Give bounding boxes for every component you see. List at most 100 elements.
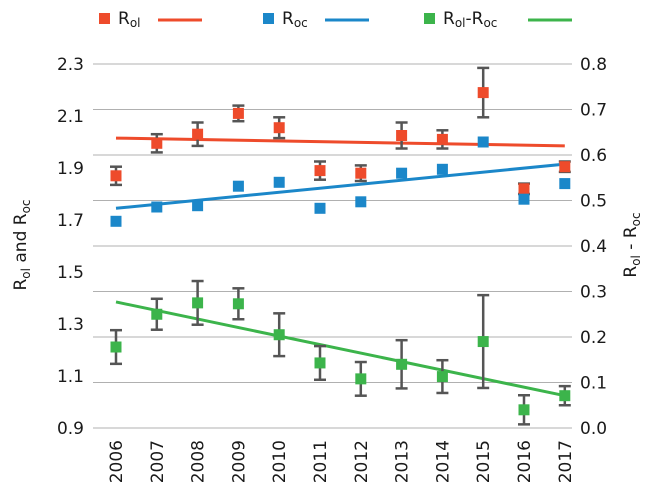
legend-item-diff: Rol-Roc	[424, 9, 572, 30]
x-tick-label: 2015	[474, 440, 494, 483]
left-tick-label: 2.3	[57, 55, 84, 75]
legend-item-roc: Roc	[263, 9, 369, 30]
marker-rol	[273, 122, 285, 134]
trendlines	[115, 136, 566, 398]
marker-diff	[232, 298, 244, 310]
marker-rol	[518, 183, 530, 195]
marker-rol	[314, 165, 326, 177]
x-tick-label: 2016	[515, 440, 535, 483]
marker-rol	[396, 130, 408, 141]
left-axis-title-sub-1: ol	[19, 268, 33, 279]
left-tick-label: 1.9	[57, 159, 84, 179]
marker-diff	[436, 371, 448, 383]
marker-diff	[273, 329, 285, 341]
legend-label-diff: Rol-Roc	[443, 9, 497, 30]
marker-rol	[477, 87, 489, 99]
legend-diff-sub-2: oc	[483, 16, 497, 30]
marker-rol	[355, 167, 367, 179]
marker-rol	[192, 128, 204, 140]
left-tick-label: 1.1	[57, 367, 84, 387]
x-tick-label: 2017	[556, 440, 576, 483]
right-tick-label: 0.7	[580, 101, 607, 121]
trendline-rol	[115, 136, 565, 148]
legend-marker-rol	[99, 13, 110, 24]
marker-diff	[559, 390, 571, 402]
marker-roc	[232, 180, 244, 192]
legend-roc-main: R	[282, 9, 294, 29]
marker-diff	[314, 357, 326, 369]
right-axis-title: Rol - Roc	[621, 212, 643, 277]
marker-roc	[110, 215, 122, 227]
marker-roc	[273, 176, 285, 188]
right-tick-label: 0.8	[580, 55, 607, 75]
right-axis-title-sub-2: oc	[629, 212, 643, 226]
data-markers	[110, 87, 571, 416]
left-axis-title-main-1: R	[11, 279, 31, 291]
left-tick-label: 1.3	[57, 315, 84, 335]
marker-rol	[151, 137, 163, 149]
x-axis-ticks: 2006 2007 2008 2009 2010 2011 2012 2013 2014 2015…	[107, 440, 576, 483]
marker-roc	[518, 193, 530, 205]
marker-rol	[436, 133, 448, 145]
trendline-roc	[115, 162, 565, 210]
marker-diff	[396, 358, 408, 370]
right-axis-title-main-1: R	[621, 266, 641, 278]
marker-roc	[559, 178, 571, 190]
x-tick-label: 2012	[352, 440, 372, 483]
right-axis-title-sub-1: ol	[629, 255, 643, 266]
legend-rol-main: R	[118, 9, 130, 29]
marker-rol	[559, 161, 571, 173]
legend-marker-diff	[424, 13, 435, 24]
marker-diff	[110, 341, 122, 353]
left-tick-label: 1.7	[57, 211, 84, 231]
left-axis-ticks: 0.9 1.1 1.3 1.5 1.7 1.9 2.1 2.3	[57, 55, 84, 439]
x-tick-label: 2014	[433, 440, 453, 483]
right-tick-label: 0.0	[580, 419, 607, 439]
right-tick-label: 0.5	[580, 192, 607, 212]
x-tick-label: 2013	[393, 440, 413, 483]
right-tick-label: 0.6	[580, 146, 607, 166]
right-tick-label: 0.1	[580, 374, 607, 394]
left-tick-label: 0.9	[57, 419, 84, 439]
legend-diff-main-1: R	[443, 9, 455, 29]
marker-roc	[396, 167, 408, 179]
right-tick-label: 0.3	[580, 283, 607, 303]
gridlines	[93, 63, 572, 429]
marker-roc	[192, 200, 204, 212]
left-axis-title-main-2: and R	[11, 213, 31, 268]
legend-label-rol: Rol	[118, 9, 141, 30]
marker-roc	[436, 163, 448, 175]
x-tick-label: 2010	[270, 440, 290, 483]
marker-roc	[314, 202, 326, 214]
legend: Rol Roc Rol-Roc	[99, 9, 572, 30]
trendline-diff	[115, 300, 566, 398]
left-tick-label: 1.5	[57, 263, 84, 283]
legend-rol-sub: ol	[130, 16, 141, 30]
marker-roc	[477, 136, 489, 148]
right-axis-ticks: 0.0 0.1 0.2 0.3 0.4 0.5 0.6 0.7 0.8	[580, 55, 607, 439]
left-axis-title-sub-2: oc	[19, 199, 33, 213]
x-tick-label: 2007	[148, 440, 168, 483]
marker-diff	[192, 297, 204, 309]
legend-diff-main-2: -R	[466, 9, 484, 29]
legend-roc-sub: oc	[294, 16, 308, 30]
legend-diff-sub-1: ol	[455, 16, 466, 30]
marker-rol	[110, 170, 122, 182]
right-tick-label: 0.4	[580, 237, 607, 257]
marker-diff	[518, 404, 530, 416]
marker-diff	[151, 308, 163, 320]
marker-diff	[355, 373, 367, 385]
left-tick-label: 2.1	[57, 107, 84, 127]
legend-label-roc: Roc	[282, 9, 308, 30]
x-tick-label: 2006	[107, 440, 127, 483]
left-axis-title: Rol and Roc	[11, 199, 33, 290]
legend-item-rol: Rol	[99, 9, 202, 30]
right-tick-label: 0.2	[580, 328, 607, 348]
x-tick-label: 2011	[311, 440, 331, 483]
marker-diff	[477, 336, 489, 348]
x-tick-label: 2009	[229, 440, 249, 483]
marker-roc	[151, 201, 163, 213]
marker-roc	[355, 196, 367, 208]
legend-marker-roc	[263, 13, 274, 24]
